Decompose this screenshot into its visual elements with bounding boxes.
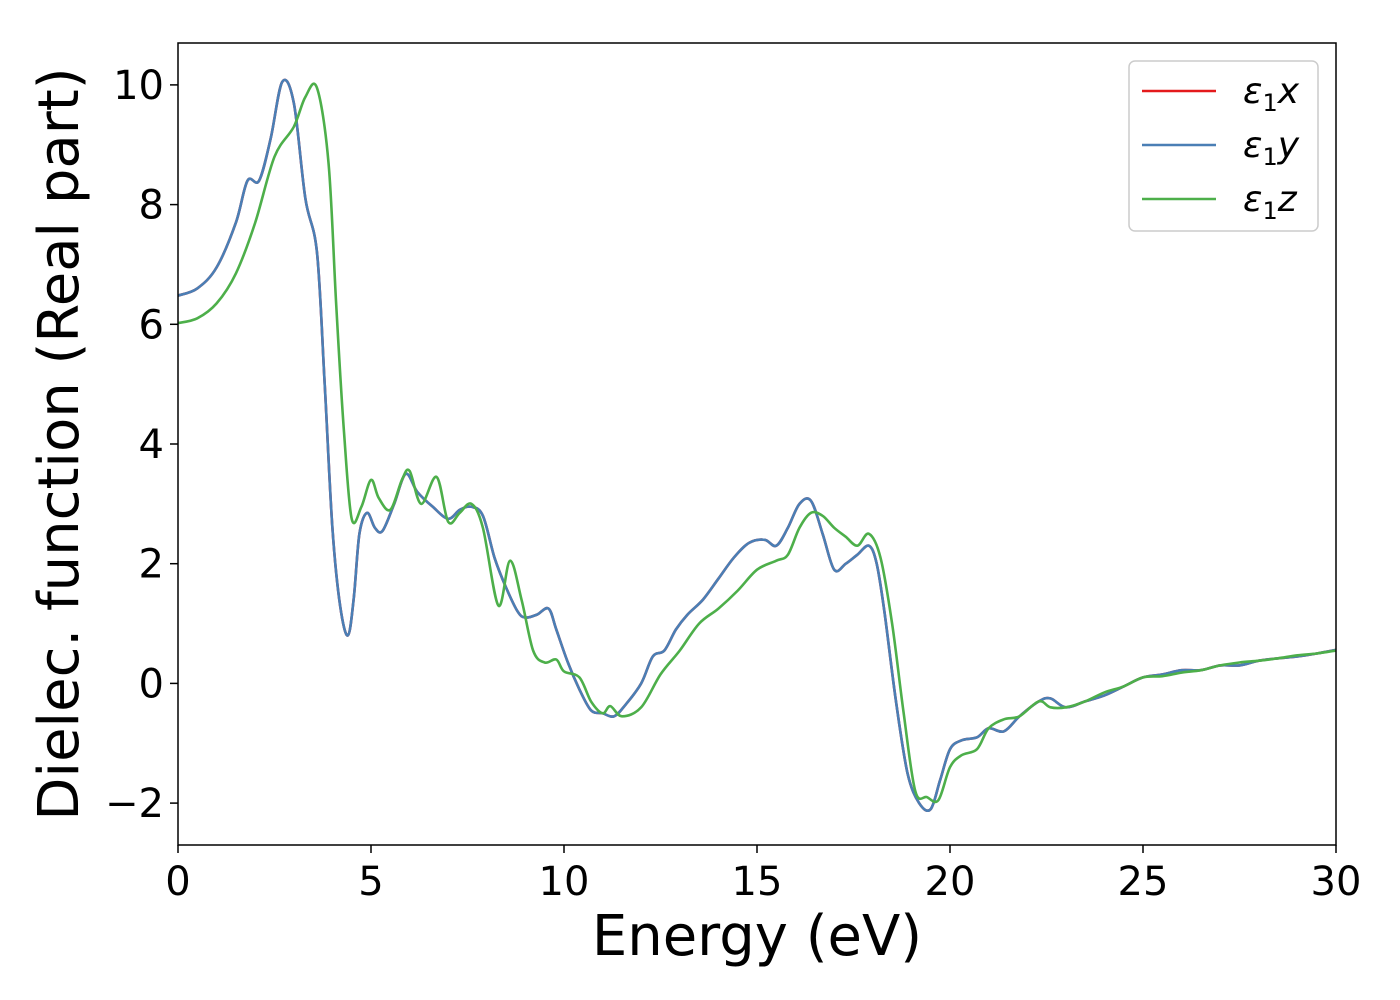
legend-label-suffix: x (1277, 71, 1300, 112)
legend-label-base: ε (1243, 71, 1262, 112)
x-tick-label: 20 (925, 859, 976, 905)
y-axis: −2 0 2 4 6 8 10 (105, 63, 178, 827)
y-tick-label: 10 (113, 63, 164, 109)
x-tick-label: 15 (732, 859, 783, 905)
legend-box (1128, 60, 1319, 232)
y-tick-label: 2 (139, 542, 164, 588)
legend-label-subscript: 1 (1262, 143, 1277, 171)
series-line-3 (178, 82, 1336, 804)
series-line-2 (178, 78, 1336, 812)
y-tick-label: −2 (105, 781, 164, 827)
y-tick-label: 4 (139, 422, 164, 468)
legend-label: ε1x (1243, 71, 1300, 117)
y-tick-label: 0 (139, 661, 164, 707)
legend-label-subscript: 1 (1262, 89, 1277, 117)
x-tick-label: 5 (358, 859, 383, 905)
legend-label-suffix: y (1277, 125, 1300, 166)
y-tick-label: 8 (139, 183, 164, 229)
plot-frame (177, 42, 1337, 846)
x-axis: 0 5 10 15 20 25 30 (165, 845, 1361, 905)
y-axis-label: Dielec. function (Real part) (27, 67, 92, 820)
y-tick-label: 6 (139, 302, 164, 348)
legend-label: ε1z (1243, 179, 1298, 225)
x-axis-label: Energy (eV) (592, 904, 922, 969)
legend-label-base: ε (1243, 179, 1262, 220)
x-tick-label: 30 (1311, 859, 1362, 905)
legend-label-base: ε (1243, 125, 1262, 166)
legend-label: ε1y (1243, 125, 1300, 171)
legend-label-suffix: z (1277, 179, 1298, 220)
x-tick-label: 10 (539, 859, 590, 905)
x-tick-label: 25 (1118, 859, 1169, 905)
x-tick-label: 0 (165, 859, 190, 905)
plot-area (178, 78, 1336, 812)
legend-label-subscript: 1 (1262, 197, 1277, 225)
